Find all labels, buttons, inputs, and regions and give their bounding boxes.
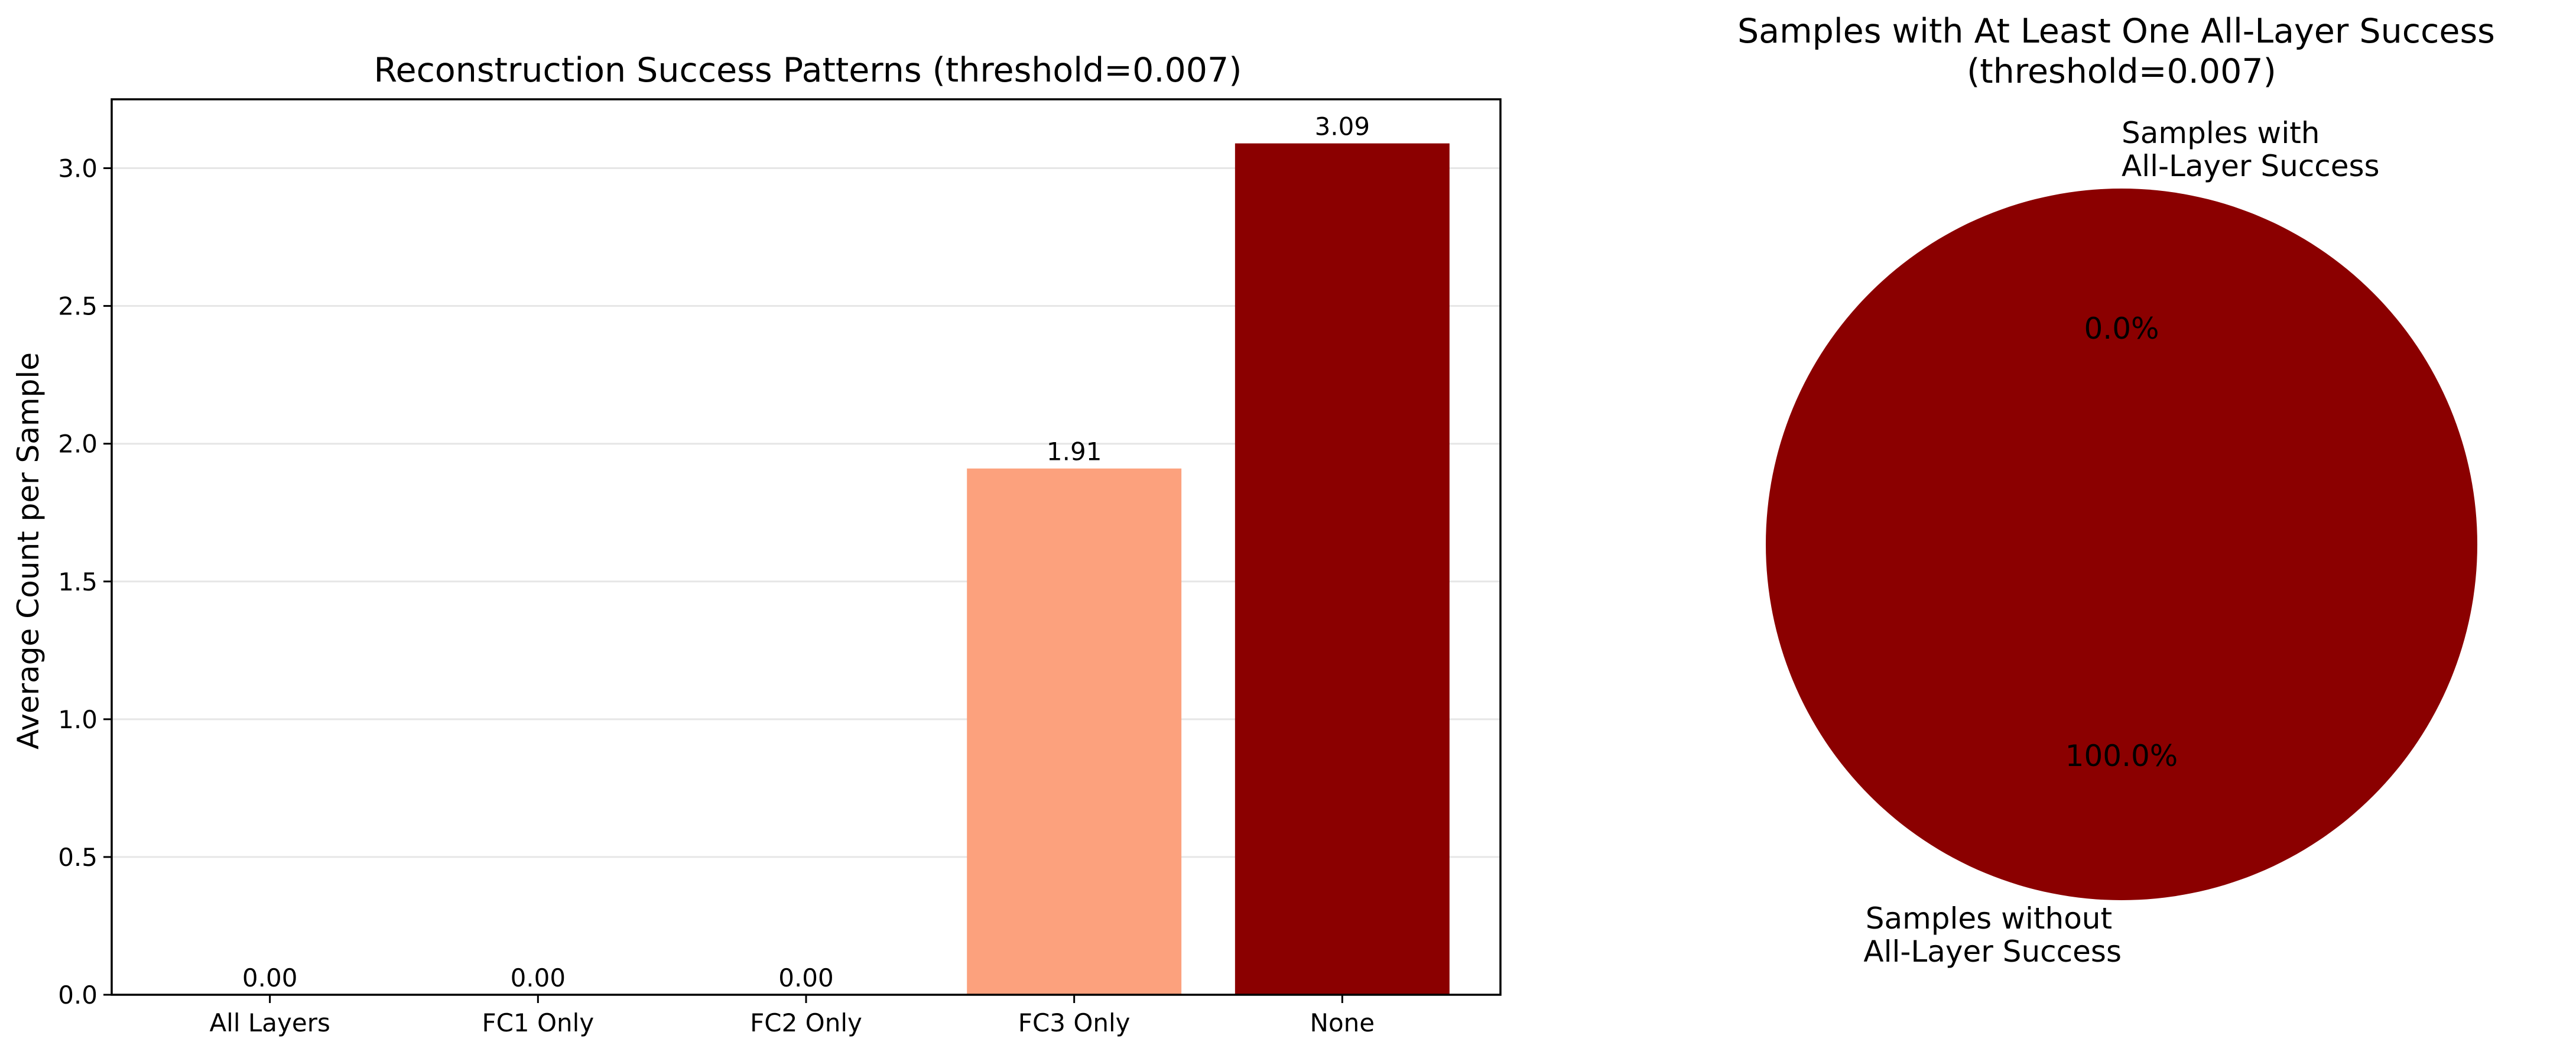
bar-chart-panel: Reconstruction Success Patterns (thresho… — [11, 51, 1502, 1037]
x-tick-label: All Layers — [209, 1008, 330, 1037]
bar-chart-title: Reconstruction Success Patterns (thresho… — [373, 51, 1242, 90]
x-tick-label: FC1 Only — [482, 1008, 594, 1037]
bar-chart-ylabel: Average Count per Sample — [11, 352, 46, 749]
pie-pct-without-success: 100.0% — [2065, 739, 2178, 773]
pie-chart-title-line-1: Samples with At Least One All-Layer Succ… — [1737, 12, 2495, 51]
bar-value-label: 1.91 — [1047, 437, 1102, 466]
pie-label-without-success-line-1: Samples without — [1866, 901, 2112, 936]
bar-none — [1235, 143, 1450, 995]
pie-chart-title: Samples with At Least One All-Layer Succ… — [1737, 12, 2506, 91]
bar-chart-gridlines — [112, 167, 1500, 996]
y-tick-label: 3.0 — [58, 154, 98, 183]
pie-label-with-success-line-2: All-Layer Success — [2122, 149, 2380, 183]
bar-chart-x-axis: All Layers FC1 Only FC2 Only FC3 Only None — [209, 995, 1375, 1037]
pie-label-with-success-line-1: Samples with — [2122, 116, 2320, 150]
pie-label-with-success: Samples with All-Layer Success — [2122, 116, 2380, 183]
y-tick-label: 1.5 — [58, 567, 98, 596]
pie-slice-without-success — [1766, 189, 2477, 900]
bar-chart-bars — [967, 143, 1450, 995]
bar-value-label: 0.00 — [778, 963, 834, 992]
bar-chart-plot-frame — [111, 98, 1502, 996]
y-tick-label: 1.0 — [58, 705, 98, 734]
bar-fc3-only — [967, 468, 1182, 995]
pie-chart-title-line-2: (threshold=0.007) — [1967, 52, 2276, 91]
pie-label-without-success: Samples without All-Layer Success — [1863, 901, 2122, 969]
bar-value-label: 0.00 — [242, 963, 298, 992]
bar-value-label: 0.00 — [511, 963, 566, 992]
x-tick-label: FC3 Only — [1018, 1008, 1131, 1037]
bar-chart-y-axis: 0.0 0.5 1.0 1.5 2.0 2.5 3.0 — [58, 154, 112, 1010]
bar-chart-data-labels: 0.00 0.00 0.00 1.91 3.09 — [242, 112, 1370, 992]
y-tick-label: 0.5 — [58, 843, 98, 872]
y-tick-label: 2.0 — [58, 430, 98, 459]
x-tick-label: FC2 Only — [750, 1008, 862, 1037]
bar-value-label: 3.09 — [1315, 112, 1370, 141]
pie-pct-with-success: 0.0% — [2084, 311, 2159, 346]
pie-chart-panel: Samples with At Least One All-Layer Succ… — [1737, 12, 2506, 969]
y-tick-label: 2.5 — [58, 292, 98, 321]
pie-chart-slices — [1766, 189, 2477, 900]
pie-label-without-success-line-2: All-Layer Success — [1863, 934, 2122, 969]
x-tick-label: None — [1310, 1008, 1375, 1037]
y-tick-label: 0.0 — [58, 981, 98, 1010]
